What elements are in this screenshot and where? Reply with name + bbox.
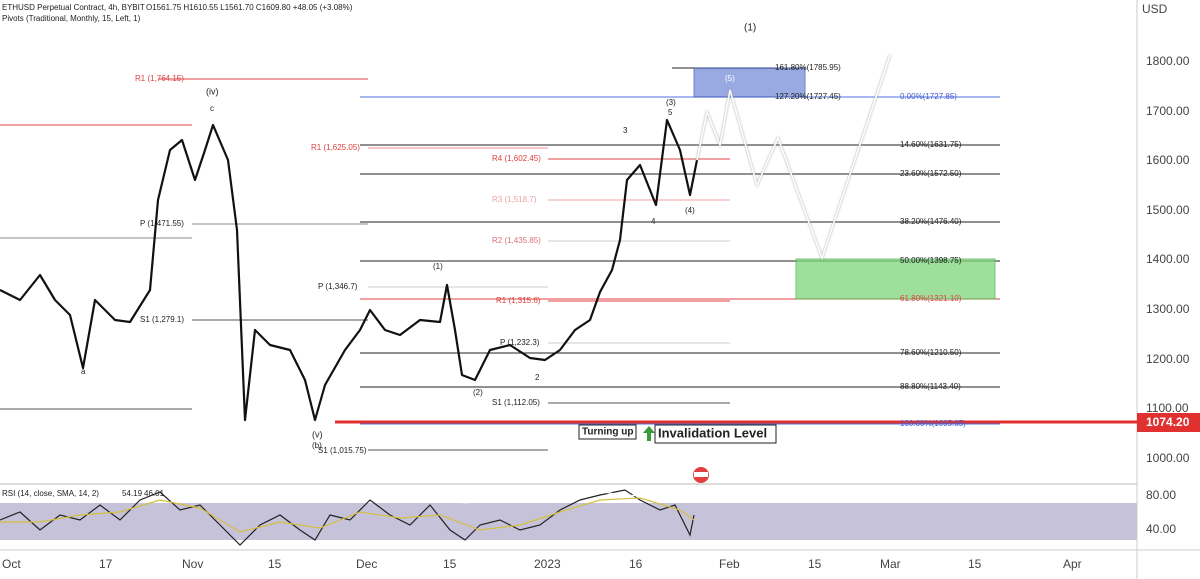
fib-label: 23.60%(1572.50) bbox=[900, 169, 962, 178]
time-label: Oct bbox=[2, 557, 21, 571]
wave-label: (3) bbox=[666, 98, 676, 107]
pivot-label: P (1,471.55) bbox=[140, 219, 184, 228]
price-label: 1100.00 bbox=[1146, 401, 1189, 415]
price-path bbox=[0, 118, 699, 422]
wave-label: (iv) bbox=[206, 86, 219, 96]
wave-label: (5) bbox=[725, 74, 735, 83]
arrow-icon bbox=[643, 426, 655, 441]
fib-label: 14.60%(1631.75) bbox=[900, 140, 962, 149]
rsi-band bbox=[0, 503, 1137, 540]
rsi-divergence bbox=[599, 491, 676, 501]
wave-label: (1) bbox=[433, 262, 443, 271]
rsi-sma bbox=[0, 497, 695, 533]
rsi-label: 80.00 bbox=[1146, 488, 1176, 502]
pivot-label: R4 (1,602.45) bbox=[492, 154, 541, 163]
time-label: Dec bbox=[356, 557, 377, 571]
fib-label: 127.20%(1727.45) bbox=[775, 92, 841, 101]
wave-label: a bbox=[81, 367, 86, 376]
annotation-box bbox=[654, 424, 777, 444]
fib-label: 61.80%(1321.10) bbox=[900, 294, 962, 303]
fib-label: 161.80%(1785.95) bbox=[775, 63, 841, 72]
projection bbox=[696, 54, 891, 261]
wave-label: (1) bbox=[744, 23, 756, 34]
axis-unit: USD bbox=[1142, 2, 1168, 16]
annotation-box bbox=[578, 424, 637, 440]
pivot-label: S1 (1,279.1) bbox=[140, 315, 184, 324]
wave-label: 1 bbox=[483, 320, 488, 329]
wave-label: (4) bbox=[685, 206, 695, 215]
annotation: Turning up bbox=[582, 427, 633, 438]
price-labels: 1800.00 1700.00 1600.00 1500.00 1400.00 … bbox=[1146, 54, 1190, 465]
wave-label: c bbox=[210, 104, 214, 113]
wave-labels: (1) (iv) c (1) 1 (2) 2 3 (3) 5 (5) 4 (4)… bbox=[81, 23, 756, 450]
time-label: 17 bbox=[99, 557, 113, 571]
wave-label: (v) bbox=[312, 429, 323, 439]
pivot-label: R2 (1,435.85) bbox=[492, 236, 541, 245]
header-symbol: ETHUSD Perpetual Contract, 4h, BYBIT bbox=[2, 3, 145, 12]
rsi-sma-value: 46.01 bbox=[144, 489, 165, 498]
price-label: 1000.00 bbox=[1146, 451, 1190, 465]
price-label: 1600.00 bbox=[1146, 153, 1190, 167]
current-price: 1074.20 bbox=[1146, 415, 1190, 429]
wave-label: 4 bbox=[651, 217, 656, 226]
wave-label: (2) bbox=[473, 388, 483, 397]
price-label: 1300.00 bbox=[1146, 302, 1190, 316]
pivot-label: S1 (1,112.05) bbox=[492, 398, 540, 407]
current-price-tag bbox=[1137, 413, 1200, 432]
time-label: 15 bbox=[808, 557, 822, 571]
pivot-labels: R1 (1,764.15) P (1,471.55) S1 (1,279.1) … bbox=[135, 74, 541, 455]
time-label: Mar bbox=[880, 557, 901, 571]
pivot-label: R1 (1,315.6) bbox=[496, 296, 541, 305]
pivot-label: R1 (1,764.15) bbox=[135, 74, 184, 83]
time-label: 15 bbox=[968, 557, 982, 571]
time-label: Apr bbox=[1063, 557, 1082, 571]
header-indicator: Pivots (Traditional, Monthly, 15, Left, … bbox=[2, 14, 141, 23]
time-label: 16 bbox=[629, 557, 643, 571]
rsi-label: 40.00 bbox=[1146, 522, 1176, 536]
support-box bbox=[795, 258, 996, 300]
pivot-label: S1 (1,015.75) bbox=[318, 446, 367, 455]
rsi-value: 54.19 bbox=[122, 489, 143, 498]
time-label: Feb bbox=[719, 557, 740, 571]
time-label: 15 bbox=[268, 557, 282, 571]
time-label: 15 bbox=[443, 557, 457, 571]
wave-label: 3 bbox=[623, 126, 628, 135]
price-label: 1500.00 bbox=[1146, 203, 1190, 217]
pivot-label: P (1,232.3) bbox=[500, 338, 540, 347]
fib-label: 0.00%(1727.85) bbox=[900, 92, 957, 101]
fib-label: 50.00%(1398.75) bbox=[900, 256, 962, 265]
wave-label: 2 bbox=[535, 373, 540, 382]
rsi-line bbox=[0, 489, 695, 546]
fib-labels: 161.80%(1785.95) 127.20%(1727.45) 0.00%(… bbox=[775, 63, 966, 428]
pivot-label: R3 (1,518.7) bbox=[492, 195, 537, 204]
fib-label: 88.80%(1143.40) bbox=[900, 382, 961, 391]
time-labels: Oct 17 Nov 15 Dec 15 2023 16 Feb 15 Mar … bbox=[2, 557, 1082, 571]
price-label: 1700.00 bbox=[1146, 104, 1190, 118]
pivot-label: R1 (1,625.05) bbox=[311, 143, 360, 152]
header-ohlc: O1561.75 H1610.55 L1561.70 C1609.80 +48.… bbox=[146, 3, 353, 12]
rsi-legend: RSI (14, close, SMA, 14, 2) bbox=[2, 489, 99, 498]
time-label: 2023 bbox=[534, 557, 561, 571]
price-label: 1800.00 bbox=[1146, 54, 1190, 68]
fib-label: 38.20%(1476.40) bbox=[900, 217, 962, 226]
fib-label: 100.00%(1095.65) bbox=[900, 419, 966, 428]
annotation: Invalidation Level bbox=[658, 425, 767, 440]
wave-label: 5 bbox=[668, 108, 673, 117]
pivot-label: P (1,346.7) bbox=[318, 282, 358, 291]
rsi-divergence bbox=[364, 495, 469, 504]
event-icon-band bbox=[694, 472, 708, 477]
wave-label: (b) bbox=[312, 441, 322, 450]
fib-label: 78.60%(1210.50) bbox=[900, 348, 962, 357]
price-label: 1400.00 bbox=[1146, 252, 1190, 266]
price-label: 1200.00 bbox=[1146, 352, 1190, 366]
time-label: Nov bbox=[182, 557, 203, 571]
target-box bbox=[693, 67, 806, 98]
